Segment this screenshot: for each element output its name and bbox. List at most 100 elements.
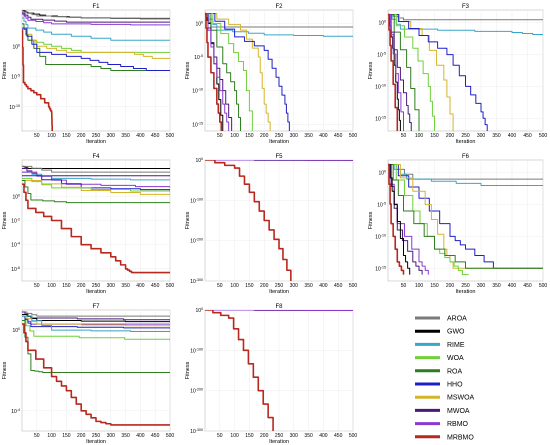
x-tick-label: 200 xyxy=(446,133,455,139)
series-group xyxy=(205,310,353,431)
series-line-mswoa xyxy=(388,13,454,131)
series-line-hho xyxy=(22,27,170,71)
y-tick-label: 10-2 xyxy=(11,218,20,225)
x-tick-label: 500 xyxy=(539,133,548,139)
series-line-mrbmo xyxy=(22,323,170,426)
x-tick-label: 300 xyxy=(290,133,299,139)
x-tick-label: 450 xyxy=(334,433,343,439)
series-line-mrbmo xyxy=(205,12,223,131)
y-tick-label: 10-10 xyxy=(375,233,386,240)
x-tick-label: 50 xyxy=(34,283,40,289)
x-axis-label: Iteration xyxy=(456,289,476,295)
series-line-mswoa xyxy=(388,163,543,269)
series-line-mrbmo xyxy=(205,160,292,281)
y-tick-label: 10-10 xyxy=(192,88,203,95)
x-tick-label: 400 xyxy=(319,433,328,439)
x-tick-label: 350 xyxy=(304,283,313,289)
panel-f1: 50 100 150 200 250 300 350 400 450 500 100 10-5 10-1… xyxy=(2,4,174,145)
series-line-mwoa xyxy=(205,13,233,131)
y-tick-label: 10-10 xyxy=(375,83,386,90)
series-group xyxy=(22,311,170,426)
x-tick-label: 100 xyxy=(230,283,239,289)
series-line-roa xyxy=(22,23,170,71)
x-tick-label: 200 xyxy=(77,433,86,439)
x-tick-label: 350 xyxy=(304,133,313,139)
y-axis-label: Fitness xyxy=(185,361,191,379)
series-line-hho xyxy=(205,13,290,131)
series-line-mwoa xyxy=(22,12,170,23)
x-tick-label: 200 xyxy=(260,433,269,439)
series-line-mwoa xyxy=(388,163,423,275)
series-line-rime xyxy=(388,163,543,186)
x-tick-label: 450 xyxy=(151,283,160,289)
y-tick-label: 10-10 xyxy=(9,104,20,111)
series-line-mwoa xyxy=(22,167,170,177)
x-axis-label: Iteration xyxy=(86,289,106,295)
y-tick-label: 10-200 xyxy=(190,238,203,245)
series-line-hho xyxy=(388,13,488,131)
x-tick-label: 300 xyxy=(477,283,486,289)
panel-title: F1 xyxy=(92,4,100,10)
x-tick-label: 500 xyxy=(166,133,175,139)
x-tick-label: 50 xyxy=(217,133,223,139)
legend-label-woa: WOA xyxy=(447,355,464,362)
panel-title: F5 xyxy=(275,154,283,160)
y-tick-label: 10-100 xyxy=(190,197,203,204)
panel-title: F6 xyxy=(462,154,470,160)
legend-label-hho: HHO xyxy=(447,382,463,389)
x-tick-label: 200 xyxy=(446,283,455,289)
y-tick-label: 100 xyxy=(378,170,386,177)
y-tick-label: 10-5 xyxy=(194,54,203,61)
x-tick-label: 200 xyxy=(77,283,86,289)
x-tick-label: 250 xyxy=(275,133,284,139)
y-tick-label: 10-200 xyxy=(190,388,203,395)
x-tick-label: 500 xyxy=(539,283,548,289)
legend-label-roa: ROA xyxy=(447,368,463,375)
y-tick-label: 10-15 xyxy=(375,265,386,272)
x-tick-label: 400 xyxy=(508,283,517,289)
series-line-rime xyxy=(22,315,170,333)
series-line-mrbmo xyxy=(205,310,274,431)
y-tick-label: 10-5 xyxy=(377,52,386,59)
panel-title: F8 xyxy=(275,304,283,310)
x-tick-label: 150 xyxy=(430,283,439,289)
x-tick-label: 200 xyxy=(260,283,269,289)
series-group xyxy=(205,160,353,281)
x-tick-label: 450 xyxy=(334,283,343,289)
panel-title: F4 xyxy=(92,154,100,160)
x-tick-label: 350 xyxy=(121,433,130,439)
x-tick-label: 400 xyxy=(136,133,145,139)
legend-label-rime: RIME xyxy=(447,342,465,349)
x-tick-label: 400 xyxy=(136,283,145,289)
x-tick-label: 100 xyxy=(47,283,56,289)
series-line-rime xyxy=(22,17,170,41)
x-tick-label: 250 xyxy=(92,133,101,139)
x-tick-label: 500 xyxy=(166,283,175,289)
series-group xyxy=(22,165,170,274)
x-tick-label: 50 xyxy=(401,133,407,139)
series-line-hho xyxy=(22,315,170,329)
y-axis-label: Fitness xyxy=(2,361,8,379)
x-tick-label: 350 xyxy=(492,283,501,289)
x-tick-label: 350 xyxy=(304,433,313,439)
x-axis-label: Iteration xyxy=(269,289,289,295)
y-axis-label: Fitness xyxy=(2,61,8,79)
y-tick-label: 100 xyxy=(378,20,386,27)
series-line-mrbmo xyxy=(22,29,53,131)
x-tick-label: 100 xyxy=(47,133,56,139)
series-line-mswoa xyxy=(205,13,271,131)
y-tick-label: 10-300 xyxy=(190,278,203,285)
x-tick-label: 500 xyxy=(349,433,358,439)
y-tick-label: 100 xyxy=(12,43,20,50)
legend-label-mrbmo: MRBMO xyxy=(447,434,474,441)
panel-f3: 50 100 150 200 250 300 350 400 450 500 100 10-5 10-1… xyxy=(368,4,547,145)
series-line-mswoa xyxy=(22,315,170,327)
y-tick-label: 100 xyxy=(195,157,203,164)
x-tick-label: 150 xyxy=(245,133,254,139)
y-tick-label: 100 xyxy=(195,20,203,27)
series-line-mrbmo xyxy=(388,13,399,131)
x-tick-label: 50 xyxy=(34,133,40,139)
x-tick-label: 300 xyxy=(107,433,116,439)
y-tick-label: 100 xyxy=(12,193,20,200)
y-axis-label: Fitness xyxy=(368,211,374,229)
